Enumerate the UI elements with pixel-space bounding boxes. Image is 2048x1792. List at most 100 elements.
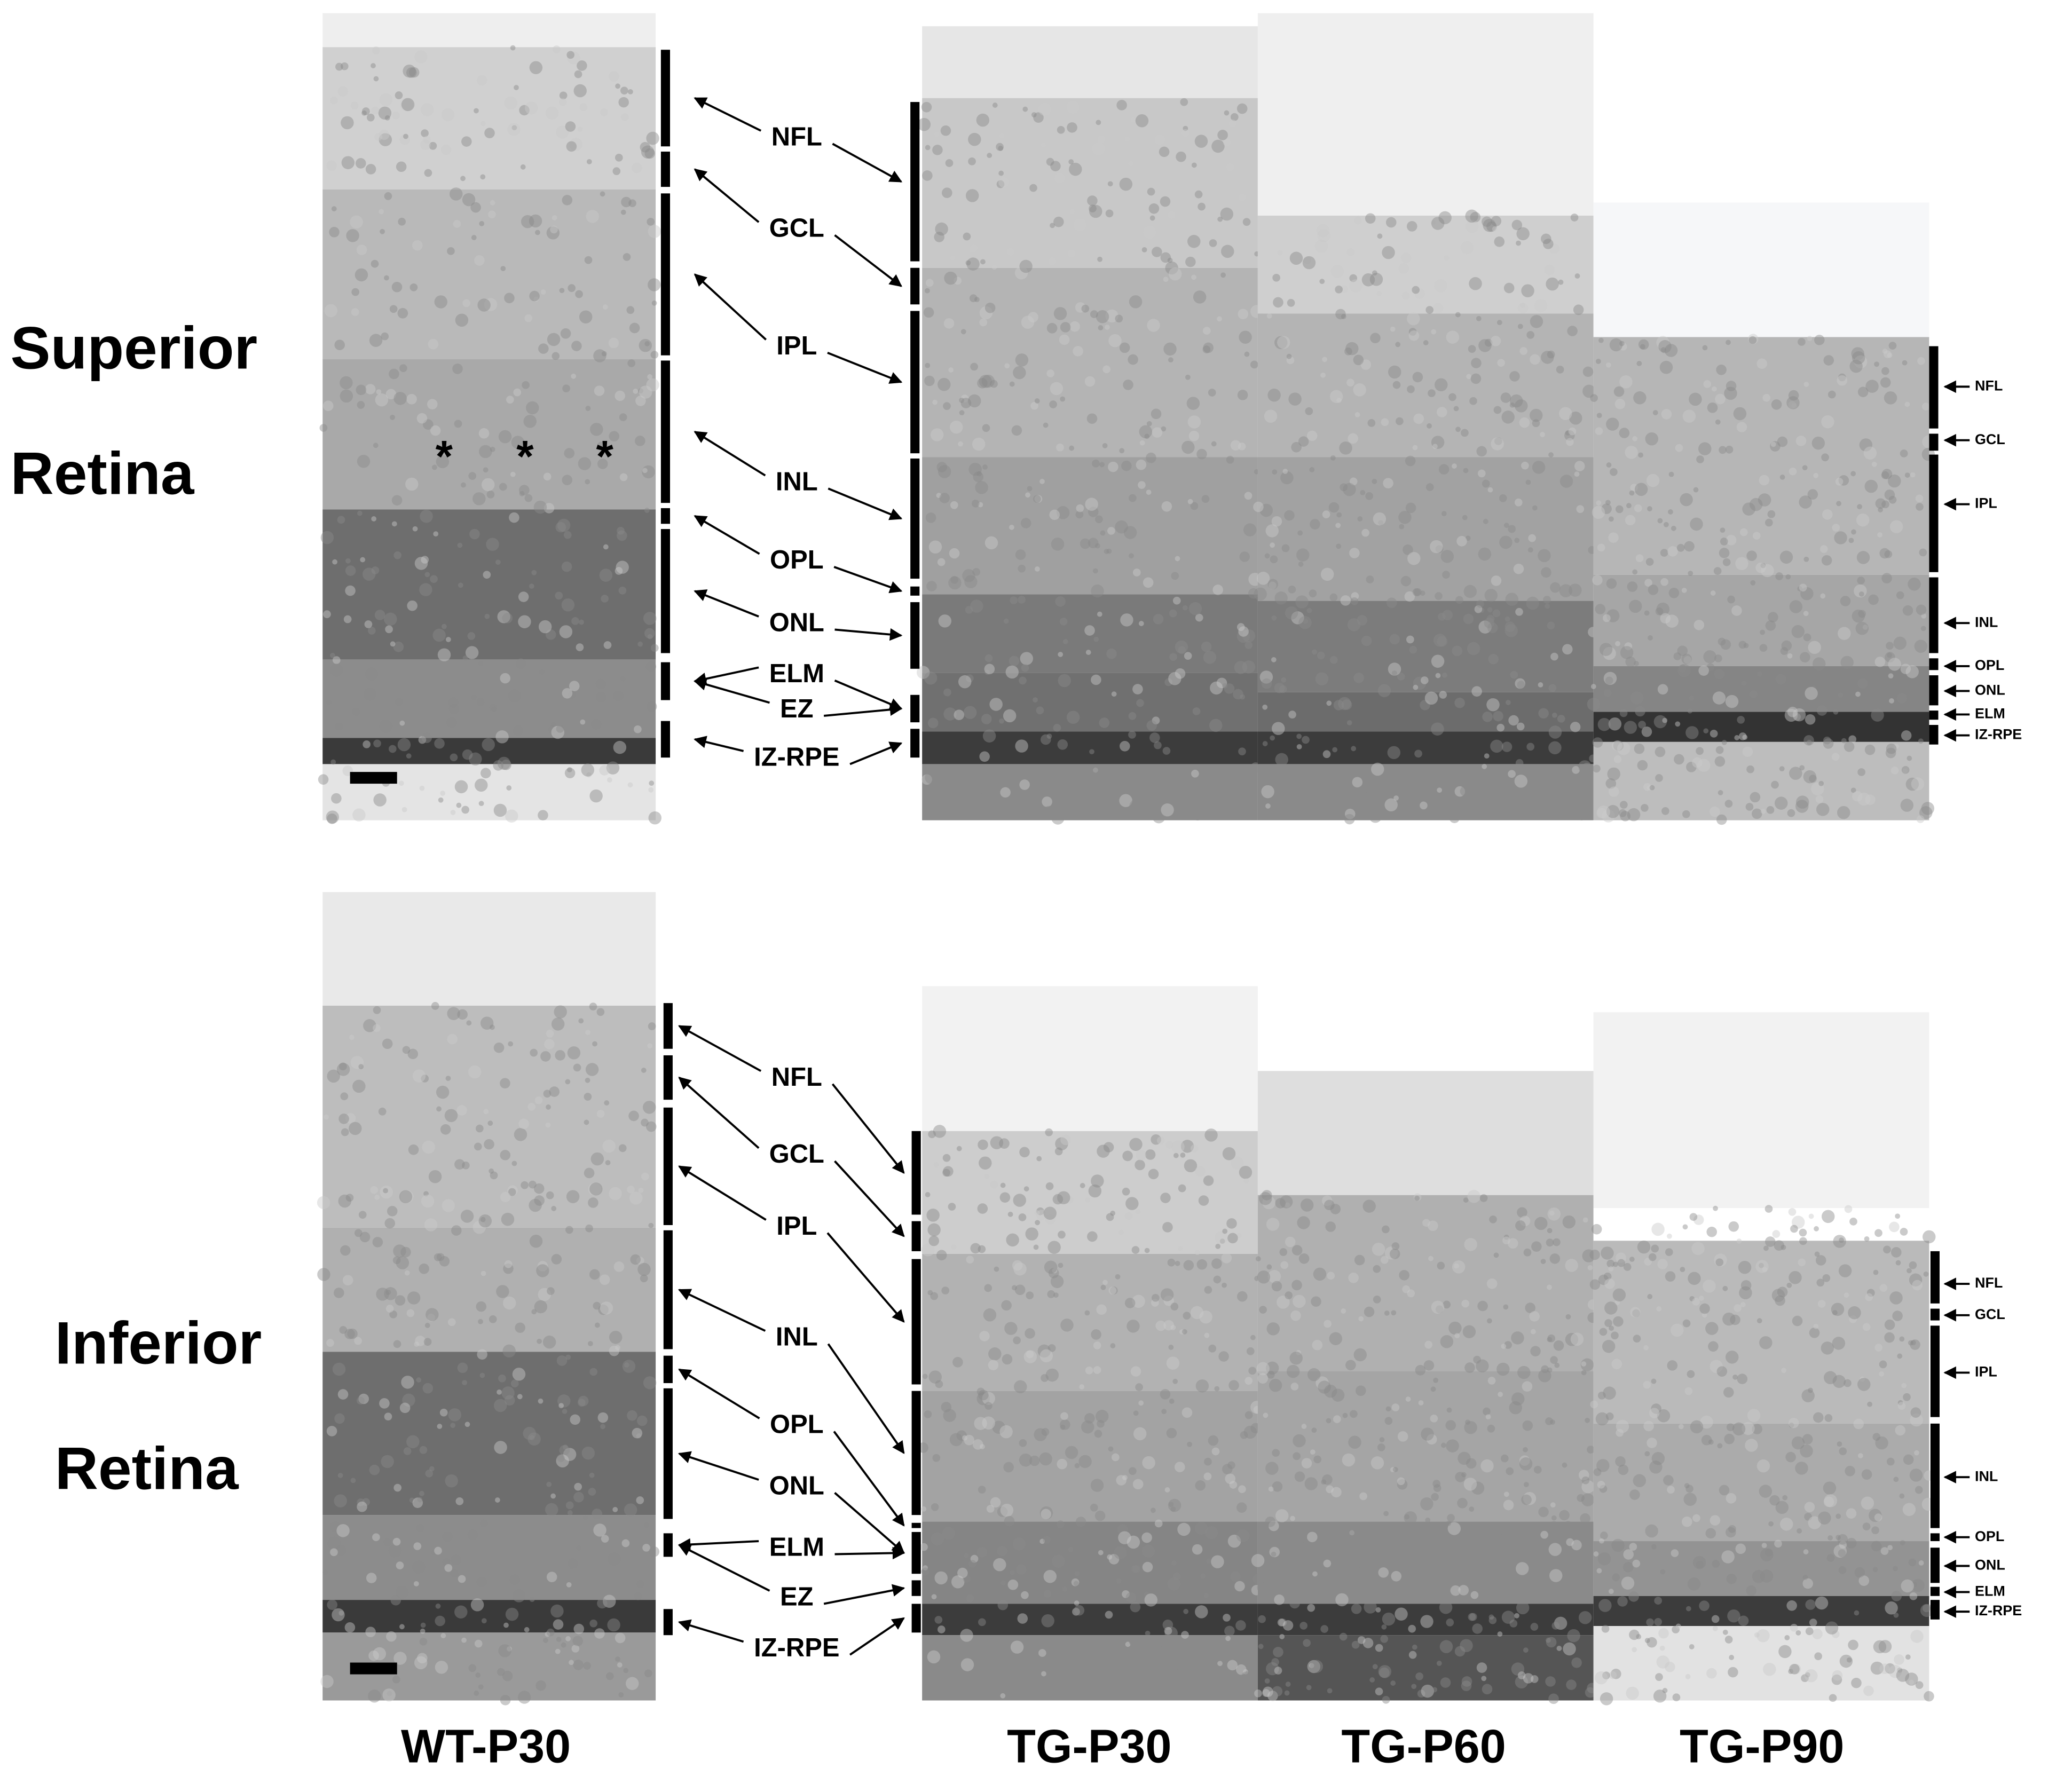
cell	[1178, 1184, 1186, 1193]
cell	[1857, 768, 1865, 776]
cell	[1320, 567, 1334, 581]
cell	[1789, 1271, 1802, 1284]
cell	[1049, 400, 1057, 408]
cell	[1435, 378, 1448, 392]
cell	[1128, 161, 1133, 167]
cell	[391, 281, 403, 293]
cell	[615, 83, 620, 89]
cell	[1025, 1328, 1035, 1339]
cell	[600, 108, 608, 116]
cell	[623, 1668, 629, 1673]
cell	[1606, 462, 1612, 468]
cell	[350, 215, 363, 229]
cell	[962, 569, 975, 582]
cell	[393, 392, 407, 405]
cell	[1075, 775, 1081, 780]
cell	[1286, 356, 1295, 365]
cell	[977, 1203, 988, 1214]
cell	[641, 145, 655, 159]
cell	[379, 93, 393, 106]
cell	[1055, 1670, 1061, 1676]
cell	[1057, 125, 1065, 134]
cell	[1440, 1677, 1451, 1688]
layer-bar	[910, 311, 920, 454]
cell	[505, 809, 518, 823]
cell	[1160, 1193, 1171, 1203]
cell	[1872, 1433, 1881, 1441]
cell	[1142, 1561, 1153, 1573]
cell	[529, 61, 543, 74]
cell	[596, 1110, 605, 1118]
cell	[440, 1633, 446, 1639]
cell	[1120, 741, 1130, 752]
cell	[922, 170, 933, 181]
cell	[1090, 1479, 1104, 1492]
cell	[1224, 683, 1235, 694]
cell	[457, 1362, 468, 1373]
cell	[435, 1603, 441, 1609]
cell	[1087, 195, 1098, 206]
cell	[570, 1414, 581, 1425]
cell	[1849, 359, 1863, 373]
cell	[566, 1190, 580, 1203]
cell	[615, 390, 625, 401]
micrograph	[916, 26, 1264, 825]
cell	[1046, 369, 1054, 377]
cell	[1641, 727, 1652, 737]
cell	[334, 1288, 344, 1298]
cell	[578, 457, 592, 470]
cell	[1857, 577, 1865, 585]
cell	[1919, 548, 1927, 557]
cell	[1909, 1261, 1917, 1269]
cell	[1228, 1380, 1239, 1391]
cell	[1832, 1670, 1843, 1681]
cell	[1236, 1529, 1250, 1543]
cell	[324, 304, 338, 318]
cell	[1025, 492, 1030, 498]
cell	[1104, 549, 1109, 554]
cell	[1154, 1519, 1163, 1528]
cell	[1621, 1576, 1635, 1590]
cell	[1274, 1667, 1282, 1675]
cell	[1884, 1332, 1895, 1343]
cell	[1866, 1289, 1875, 1297]
cell	[462, 749, 473, 760]
cell	[1596, 1568, 1602, 1574]
cell	[1351, 746, 1357, 752]
cell	[613, 740, 627, 754]
cell	[996, 143, 1004, 151]
cell	[1046, 157, 1054, 166]
cell	[376, 389, 382, 394]
cell	[1246, 1347, 1255, 1355]
cell	[1195, 1605, 1208, 1619]
cell	[1413, 676, 1427, 690]
cell	[1818, 1511, 1831, 1525]
cell	[1406, 221, 1417, 232]
cell	[1717, 1443, 1723, 1449]
cell	[1724, 1433, 1735, 1444]
cell	[1396, 417, 1404, 425]
cell	[506, 396, 514, 404]
cell	[974, 297, 980, 303]
cell	[1123, 1668, 1132, 1677]
cell	[1390, 326, 1396, 332]
cell	[1493, 711, 1503, 722]
cell	[1719, 548, 1730, 558]
cell	[1752, 532, 1761, 540]
cell	[1103, 1142, 1114, 1152]
cell	[421, 103, 434, 116]
cell	[464, 1422, 470, 1427]
cell	[374, 1194, 380, 1200]
cell	[634, 725, 642, 733]
cell	[1911, 1578, 1925, 1592]
cell	[1377, 684, 1391, 697]
cell	[630, 1254, 641, 1265]
tissue-band	[1593, 574, 1929, 666]
cell	[1647, 785, 1652, 791]
cell	[1112, 1453, 1120, 1462]
cell	[1271, 516, 1282, 527]
cell	[1760, 629, 1765, 635]
cell	[1301, 1458, 1312, 1469]
cell	[373, 1006, 381, 1014]
cell	[1317, 229, 1330, 242]
